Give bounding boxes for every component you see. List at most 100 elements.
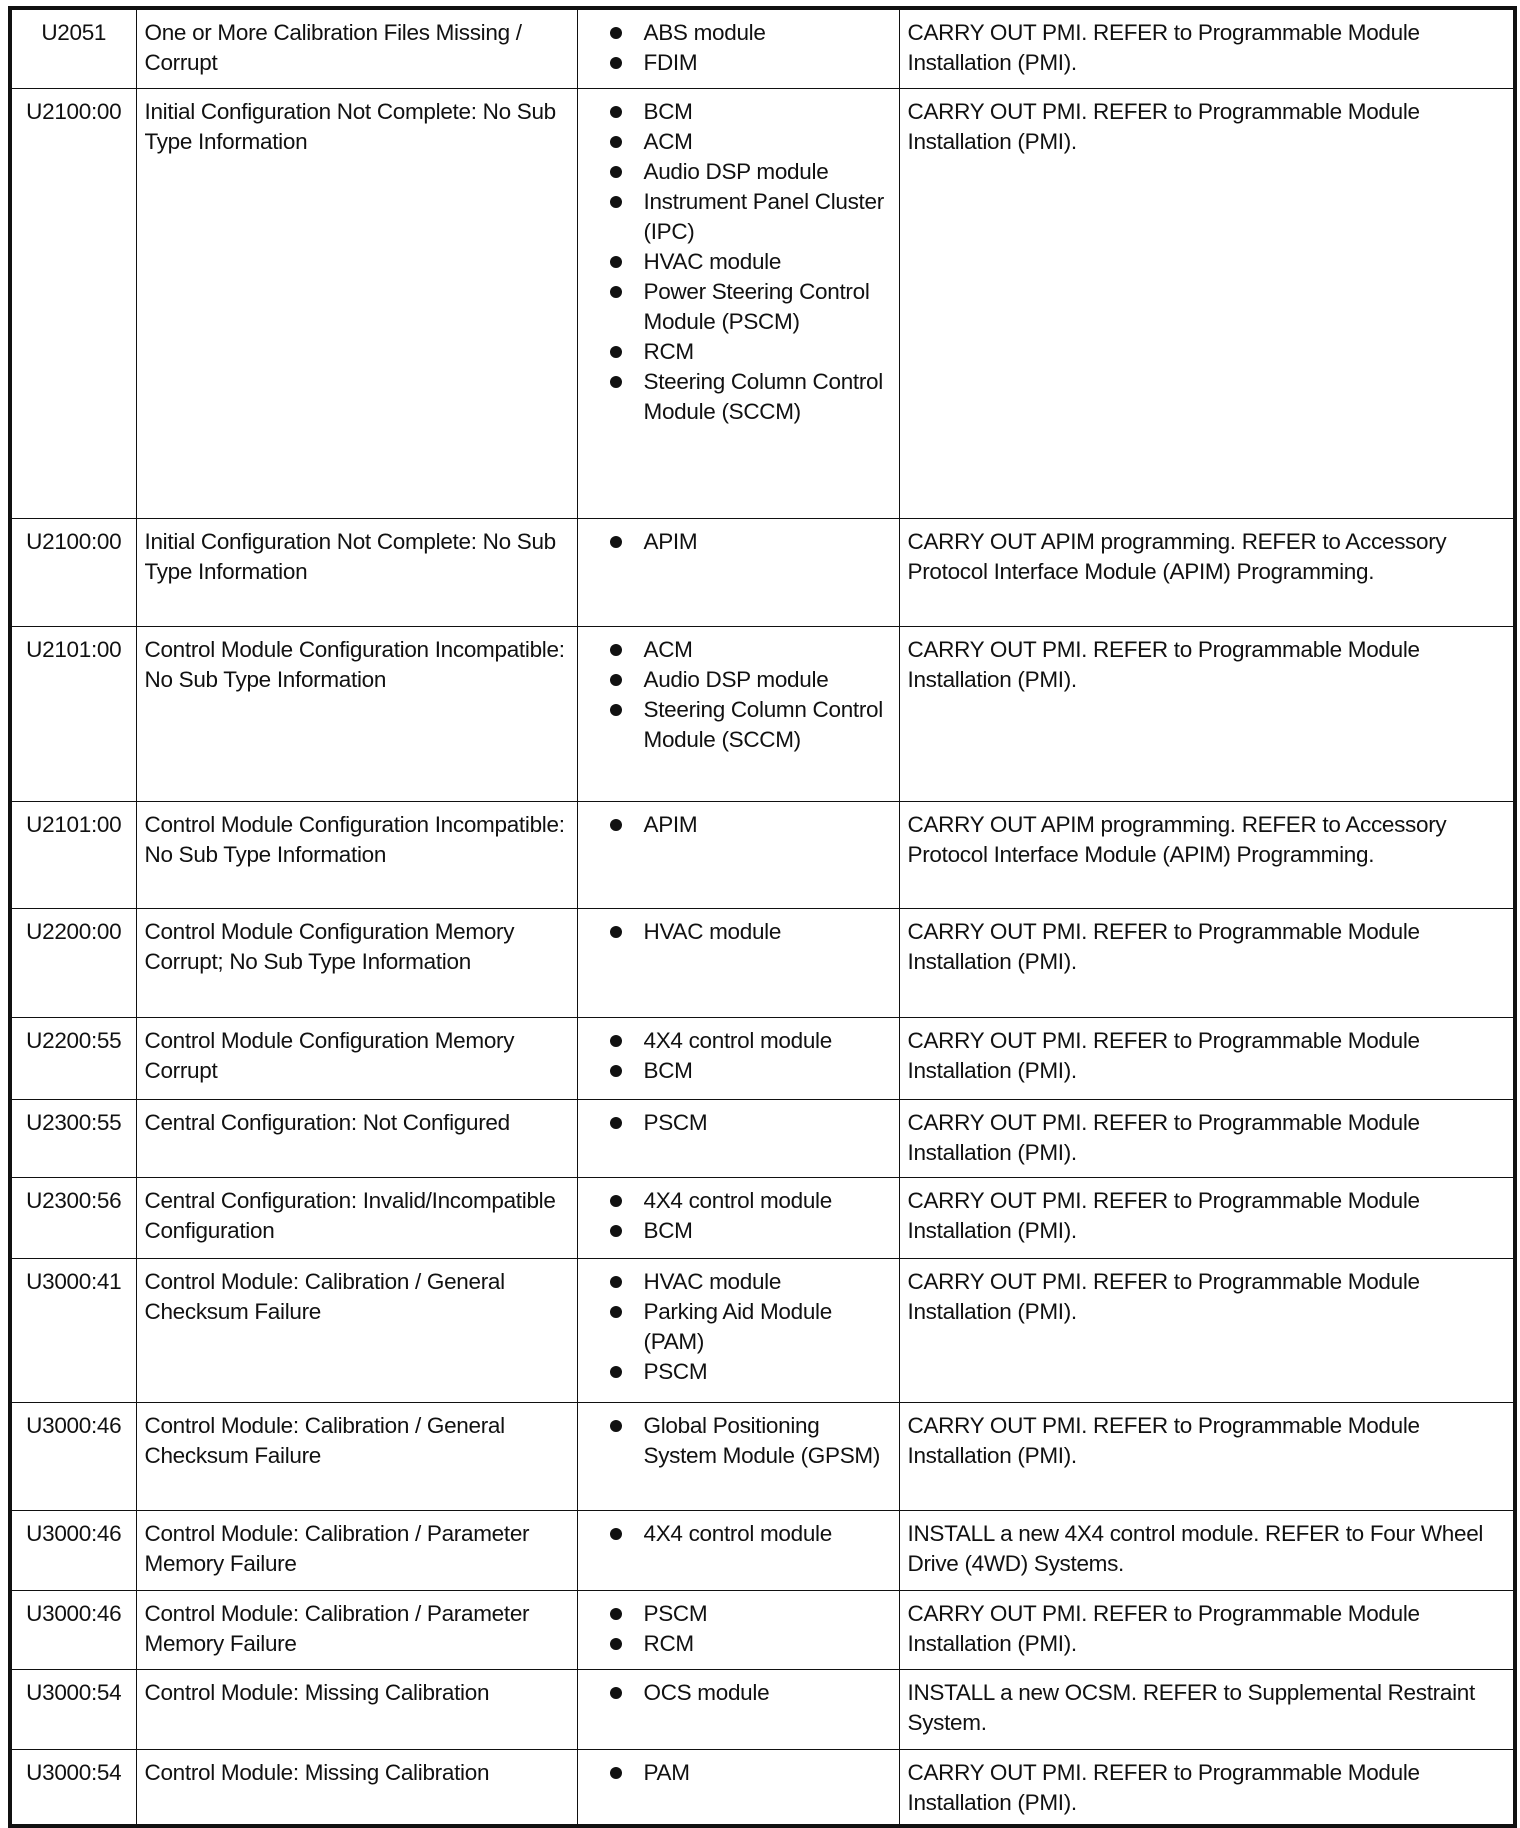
table-row: U3000:54 Control Module: Missing Calibrat… xyxy=(9,1668,1516,1750)
dtc-description: Control Module Configuration Memory Corr… xyxy=(135,1016,578,1100)
dtc-description: Initial Configuration Not Complete: No S… xyxy=(135,517,578,627)
action-text: CARRY OUT PMI. REFER to Programmable Mod… xyxy=(898,7,1516,89)
module-list: 4X4 control module BCM xyxy=(586,1186,891,1246)
module-list: PSCM RCM xyxy=(586,1599,891,1659)
module-label: RCM xyxy=(643,1630,695,1656)
module-item: Instrument Panel Cluster (IPC) xyxy=(586,187,891,247)
table-row: U2101:00 Control Module Configuration Inc… xyxy=(9,800,1516,909)
bullet-icon xyxy=(609,1766,622,1779)
module-list: OCS module xyxy=(586,1678,891,1708)
dtc-code: U2100:00 xyxy=(9,517,137,627)
table-row: U2100:00 Initial Configuration Not Comple… xyxy=(9,517,1516,627)
dtc-code: U2200:55 xyxy=(9,1016,137,1100)
table-row: U3000:54 Control Module: Missing Calibrat… xyxy=(9,1748,1516,1826)
table-row: U2300:56 Central Configuration: Invalid/I… xyxy=(9,1176,1516,1259)
module-label: Steering Column Control Module (SCCM) xyxy=(643,696,884,752)
module-label: APIM xyxy=(643,528,698,554)
module-item: HVAC module xyxy=(586,247,891,277)
action-text: CARRY OUT PMI. REFER to Programmable Mod… xyxy=(898,1098,1516,1178)
module-list-cell: PSCM xyxy=(576,1098,900,1178)
module-item: Audio DSP module xyxy=(586,665,891,695)
module-item: Steering Column Control Module (SCCM) xyxy=(586,367,891,427)
module-list: 4X4 control module BCM xyxy=(586,1026,891,1086)
dtc-code: U3000:54 xyxy=(9,1748,137,1826)
dtc-description: Control Module: Calibration / Parameter … xyxy=(135,1509,578,1591)
module-label: BCM xyxy=(643,1057,693,1083)
dtc-description: Control Module: Calibration / General Ch… xyxy=(135,1257,578,1403)
module-list-cell: APIM xyxy=(576,517,900,627)
bullet-icon xyxy=(609,1686,622,1699)
bullet-icon xyxy=(609,165,622,178)
bullet-icon xyxy=(609,1607,622,1620)
action-text: INSTALL a new 4X4 control module. REFER … xyxy=(898,1509,1516,1591)
action-text: CARRY OUT APIM programming. REFER to Acc… xyxy=(898,800,1516,909)
bullet-icon xyxy=(609,255,622,268)
module-list-cell: BCM ACM Audio DSP module Instrument Panel C… xyxy=(576,87,900,519)
table-row: U2200:55 Control Module Configuration Mem… xyxy=(9,1016,1516,1100)
module-item: Global Positioning System Module (GPSM) xyxy=(586,1411,891,1471)
module-item: APIM xyxy=(586,527,891,557)
module-label: Instrument Panel Cluster (IPC) xyxy=(643,188,885,244)
dtc-description: Control Module Configuration Memory Corr… xyxy=(135,907,578,1018)
bullet-icon xyxy=(609,345,622,358)
bullet-icon xyxy=(609,1527,622,1540)
dtc-description: One or More Calibration Files Missing / … xyxy=(135,7,578,89)
module-label: PSCM xyxy=(643,1358,708,1384)
module-label: HVAC module xyxy=(643,248,782,274)
dtc-code: U2051 xyxy=(9,7,137,89)
bullet-icon xyxy=(609,1365,622,1378)
bullet-icon xyxy=(609,1637,622,1650)
dtc-code: U3000:46 xyxy=(9,1401,137,1511)
module-label: Steering Column Control Module (SCCM) xyxy=(643,368,884,424)
module-label: 4X4 control module xyxy=(643,1520,833,1546)
bullet-icon xyxy=(609,195,622,208)
module-item: Audio DSP module xyxy=(586,157,891,187)
module-label: ACM xyxy=(643,636,693,662)
module-list-cell: PAM xyxy=(576,1748,900,1826)
bullet-icon xyxy=(609,1419,622,1432)
bullet-icon xyxy=(609,925,622,938)
dtc-code: U3000:46 xyxy=(9,1589,137,1670)
module-label: Audio DSP module xyxy=(643,666,829,692)
module-item: HVAC module xyxy=(586,1267,891,1297)
module-list: HVAC module Parking Aid Module (PAM) PSCM xyxy=(586,1267,891,1387)
dtc-code: U2200:00 xyxy=(9,907,137,1018)
action-text: INSTALL a new OCSM. REFER to Supplementa… xyxy=(898,1668,1516,1750)
dtc-description: Control Module: Calibration / General Ch… xyxy=(135,1401,578,1511)
action-text: CARRY OUT PMI. REFER to Programmable Mod… xyxy=(898,1401,1516,1511)
module-label: Parking Aid Module (PAM) xyxy=(643,1298,833,1354)
module-list-cell: Global Positioning System Module (GPSM) xyxy=(576,1401,900,1511)
module-list: ACM Audio DSP module Steering Column Contr… xyxy=(586,635,891,755)
module-list: HVAC module xyxy=(586,917,891,947)
dtc-description: Control Module Configuration Incompatibl… xyxy=(135,625,578,802)
module-list-cell: 4X4 control module BCM xyxy=(576,1176,900,1259)
dtc-code: U2300:55 xyxy=(9,1098,137,1178)
module-item: PSCM xyxy=(586,1357,891,1387)
module-label: HVAC module xyxy=(643,1268,782,1294)
module-label: APIM xyxy=(643,811,698,837)
module-list: ABS module FDIM xyxy=(586,18,891,78)
module-list-cell: PSCM RCM xyxy=(576,1589,900,1670)
dtc-code: U2101:00 xyxy=(9,625,137,802)
action-text: CARRY OUT APIM programming. REFER to Acc… xyxy=(898,517,1516,627)
module-label: Audio DSP module xyxy=(643,158,829,184)
table-row: U3000:46 Control Module: Calibration / Pa… xyxy=(9,1589,1516,1670)
module-item: BCM xyxy=(586,1056,891,1086)
bullet-icon xyxy=(609,27,622,39)
bullet-icon xyxy=(609,1194,622,1207)
bullet-icon xyxy=(609,1305,622,1318)
module-label: Global Positioning System Module (GPSM) xyxy=(643,1412,881,1468)
bullet-icon xyxy=(609,375,622,388)
bullet-icon xyxy=(609,105,622,118)
dtc-description: Initial Configuration Not Complete: No S… xyxy=(135,87,578,519)
action-text: CARRY OUT PMI. REFER to Programmable Mod… xyxy=(898,87,1516,519)
table-row: U3000:41 Control Module: Calibration / Ge… xyxy=(9,1257,1516,1403)
module-label: 4X4 control module xyxy=(643,1187,833,1213)
bullet-icon xyxy=(609,703,622,716)
module-list: PSCM xyxy=(586,1108,891,1138)
module-item: BCM xyxy=(586,97,891,127)
module-item: OCS module xyxy=(586,1678,891,1708)
action-text: CARRY OUT PMI. REFER to Programmable Mod… xyxy=(898,1748,1516,1826)
module-item: RCM xyxy=(586,337,891,367)
module-label: RCM xyxy=(643,338,695,364)
